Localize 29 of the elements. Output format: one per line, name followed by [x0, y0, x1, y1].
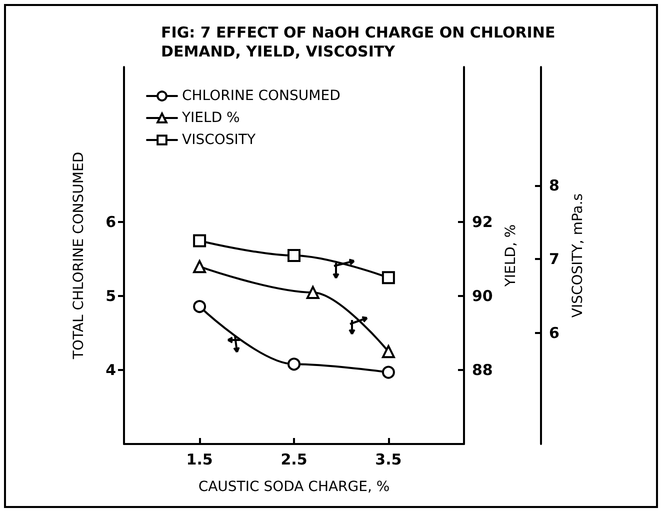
y2-tick-label: 88 — [472, 361, 493, 380]
x-tick-label: 3.5 — [375, 450, 402, 468]
legend-label: YIELD % — [181, 110, 240, 126]
x-axis-title: CAUSTIC SODA CHARGE, % — [198, 479, 390, 495]
y-axis-title: TOTAL CHLORINE CONSUMED — [71, 152, 87, 360]
y3-tick-label: 8 — [549, 176, 560, 194]
point — [382, 366, 395, 379]
y3-axis-title: VISCOSITY, mPa.s — [570, 193, 586, 318]
y2-tick-label: 92 — [472, 213, 493, 232]
y-tick-label: 4 — [106, 361, 116, 380]
point — [306, 286, 320, 299]
point — [382, 345, 395, 358]
point — [382, 271, 395, 284]
y3-tick-label: 7 — [549, 250, 560, 268]
y-tick-label: 6 — [106, 213, 116, 232]
y-tick-label: 5 — [106, 287, 116, 306]
chart-title: FIG: 7 EFFECT OF NaOH CHARGE ON CHLORINE DEMAND, YIELD, VISCOSITY — [161, 24, 560, 60]
legend-label: VISCOSITY — [182, 132, 256, 148]
legend-label: CHLORINE CONSUMED — [182, 88, 340, 104]
point — [193, 260, 206, 274]
point — [193, 300, 206, 314]
y2-tick-label: 90 — [472, 287, 493, 306]
y2-axis-title: YIELD, % — [502, 224, 519, 288]
point — [288, 249, 300, 262]
y3-tick-label: 6 — [549, 324, 560, 342]
x-tick-label: 1.5 — [186, 450, 213, 468]
x-tick-label: 2.5 — [280, 450, 308, 468]
point — [193, 234, 206, 248]
point — [288, 358, 300, 371]
